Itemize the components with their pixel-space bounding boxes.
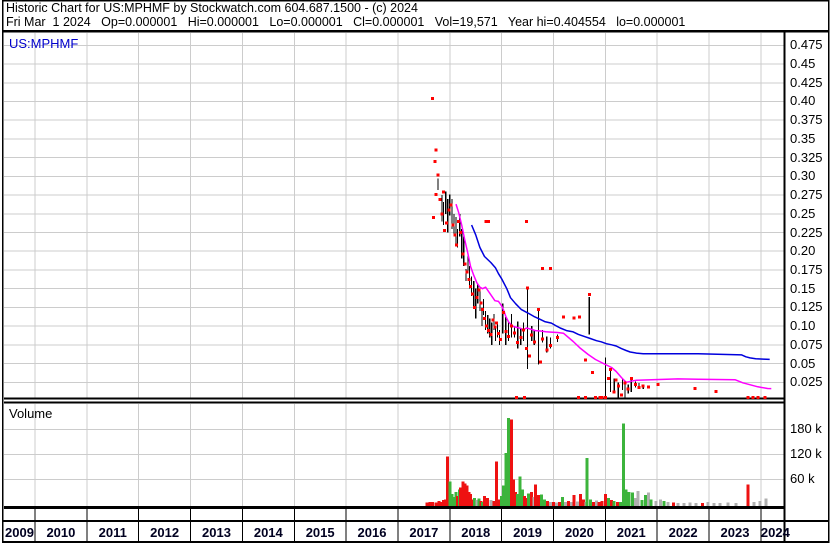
year-label: 2023 <box>720 525 750 540</box>
ma-line-blue <box>470 224 770 361</box>
year-label: 2024 <box>760 525 790 540</box>
price-tick-label: 0.275 <box>790 187 823 203</box>
price-tick-label: 0.175 <box>790 261 823 277</box>
year-label: 2012 <box>150 525 180 540</box>
price-tick-label: 0.225 <box>790 224 823 240</box>
year-label: 2014 <box>253 525 283 540</box>
price-tick-label: 0.125 <box>790 299 823 315</box>
price-tick-label: 0.075 <box>790 336 823 352</box>
year-label: 2013 <box>202 525 231 540</box>
volume-bars <box>425 418 768 506</box>
price-tick-label: 0.45 <box>790 56 816 72</box>
year-label: 2011 <box>98 525 127 540</box>
price-hl-bars <box>437 178 649 398</box>
price-tick-label: 0.20 <box>790 243 816 259</box>
quote-summary-line: Fri Mar 1 2024 Op=0.000001 Hi=0.000001 L… <box>6 15 686 29</box>
year-label: 2010 <box>46 525 76 540</box>
price-tick-label: 0.425 <box>790 74 823 90</box>
year-label: 2017 <box>409 525 439 540</box>
price-tick-label: 0.15 <box>790 280 816 296</box>
year-label: 2021 <box>616 525 646 540</box>
price-tick-label: 0.10 <box>790 318 816 334</box>
price-tick-label: 0.05 <box>790 355 816 371</box>
price-tick-label: 0.25 <box>790 205 816 221</box>
year-label: 2020 <box>564 525 594 540</box>
ma-line-magenta <box>455 203 772 390</box>
year-label: 2009 <box>5 525 34 540</box>
grid-lines <box>4 33 784 506</box>
volume-panel-label: Volume <box>9 406 53 421</box>
volume-tick-label: 180 k <box>790 421 822 437</box>
volume-tick-label: 60 k <box>790 471 815 487</box>
year-label: 2022 <box>668 525 698 540</box>
price-tick-label: 0.025 <box>790 374 823 390</box>
price-tick-label: 0.475 <box>790 37 823 53</box>
price-tick-label: 0.325 <box>790 149 823 165</box>
chart-title: Historic Chart for US:MPHMF by Stockwatc… <box>6 1 418 15</box>
year-label: 2015 <box>305 525 335 540</box>
price-tick-label: 0.30 <box>790 168 816 184</box>
price-tick-label: 0.35 <box>790 130 816 146</box>
year-label: 2018 <box>461 525 491 540</box>
price-close-dots <box>431 96 767 399</box>
price-tick-label: 0.40 <box>790 93 816 109</box>
price-tick-label: 0.375 <box>790 112 823 128</box>
symbol-label: US:MPHMF <box>9 36 79 51</box>
year-label: 2016 <box>357 525 387 540</box>
year-label: 2019 <box>513 525 543 540</box>
volume-tick-label: 120 k <box>790 446 822 462</box>
